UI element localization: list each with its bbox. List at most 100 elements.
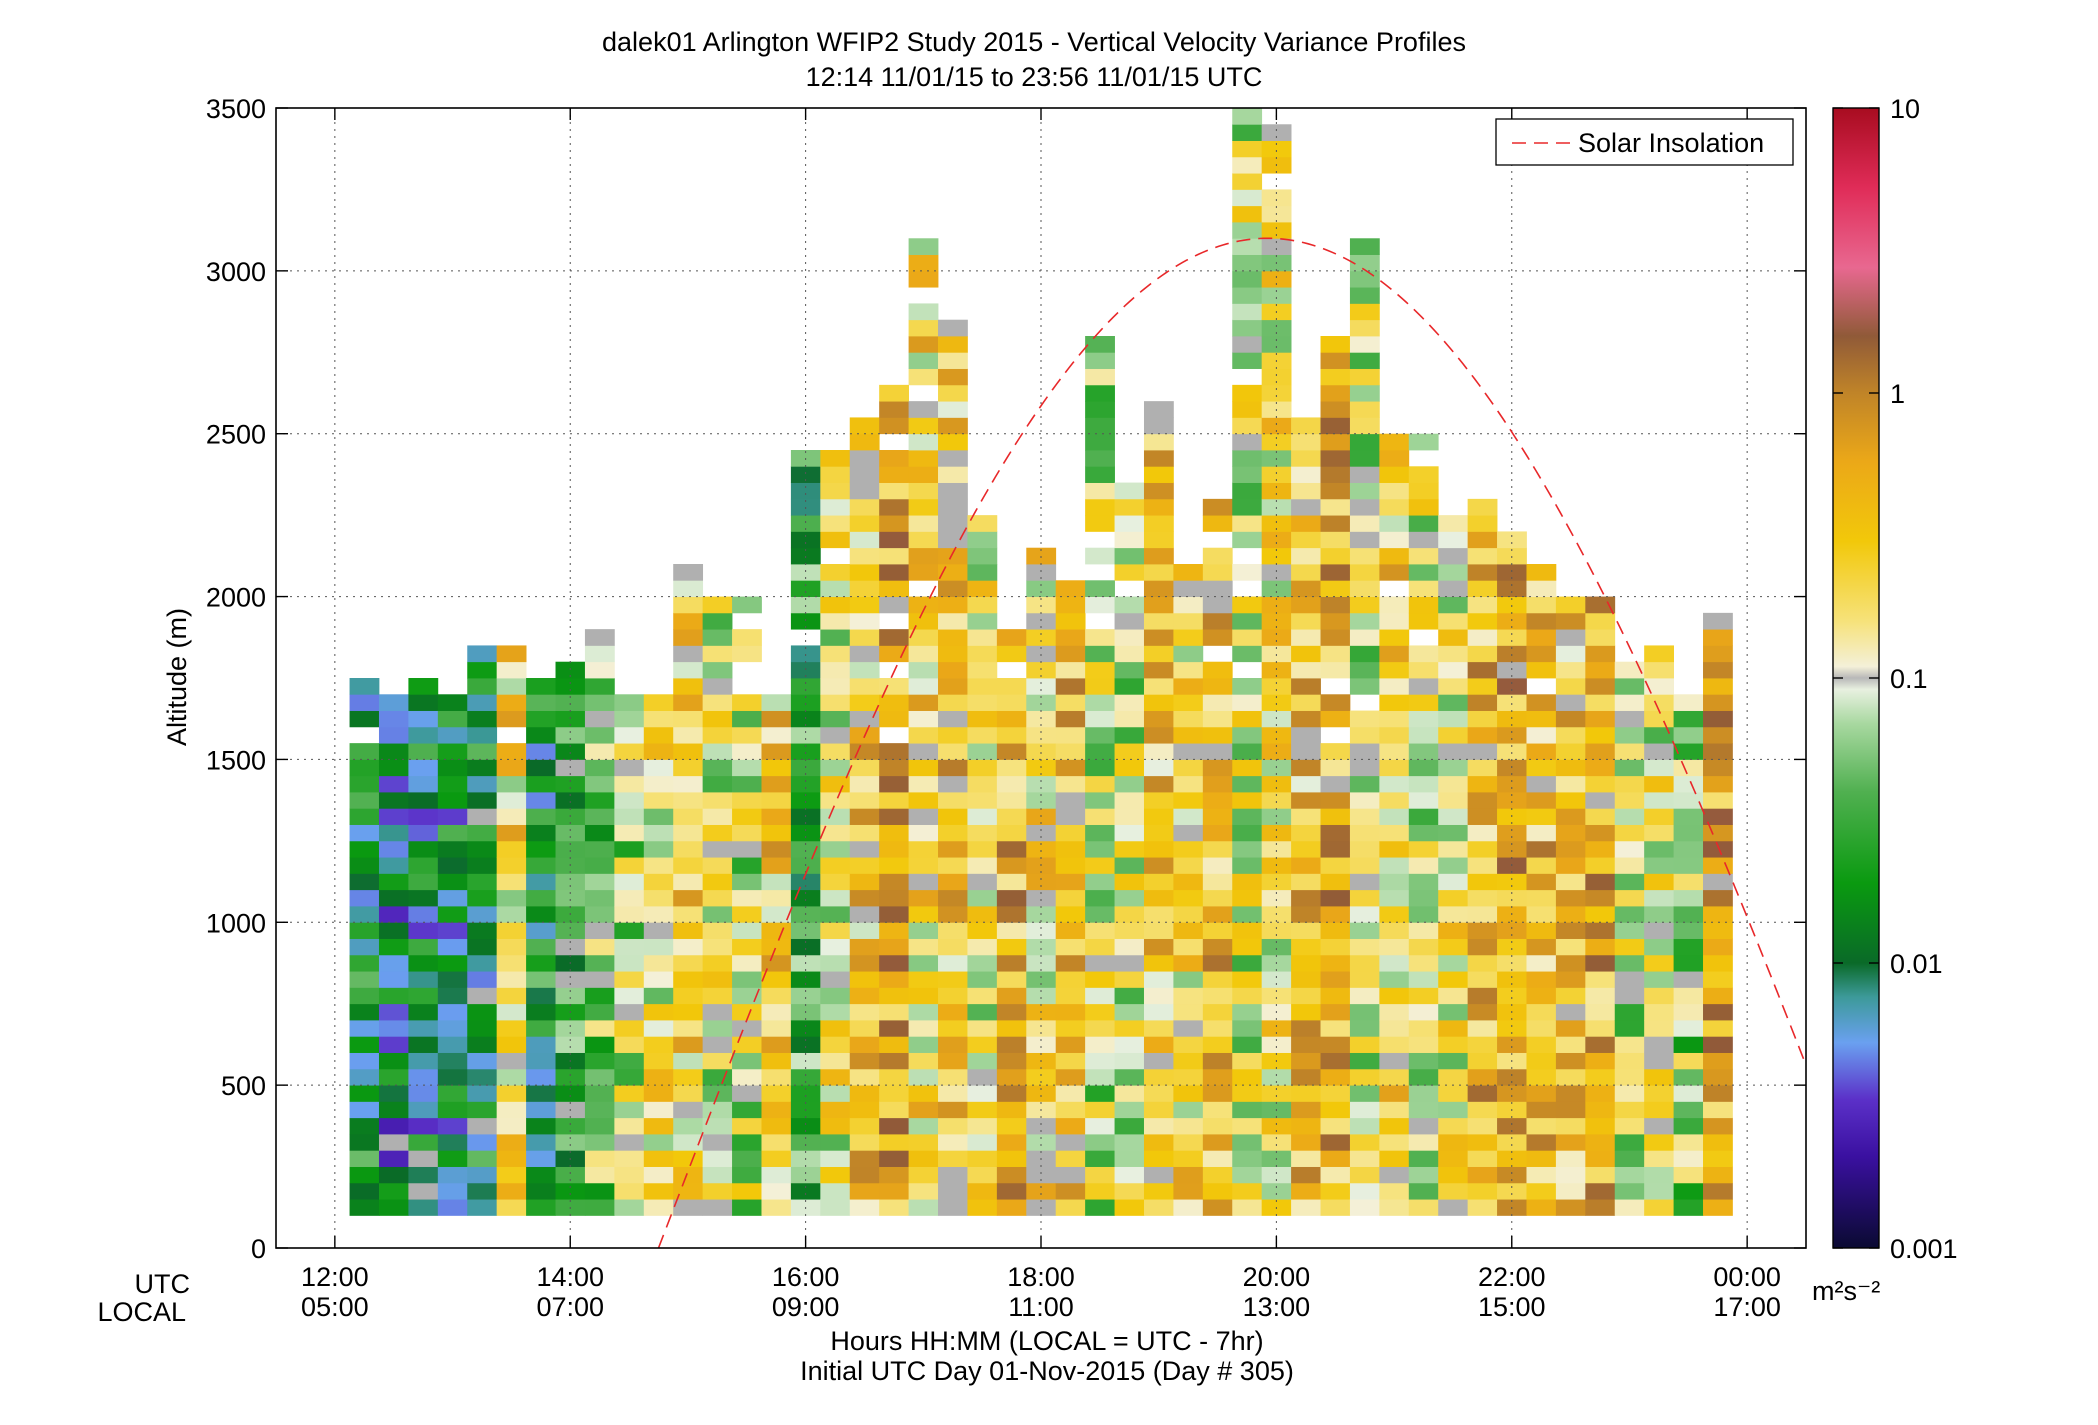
variance-cell [879, 466, 909, 483]
variance-cell [1143, 645, 1174, 663]
variance-cell [702, 1134, 733, 1151]
variance-cell [879, 1166, 909, 1184]
variance-cell [1114, 1150, 1145, 1167]
variance-cell [1055, 612, 1086, 630]
variance-cell [437, 906, 468, 923]
variance-cell [496, 694, 527, 711]
variance-cell [1114, 808, 1145, 825]
variance-cell [378, 889, 409, 907]
variance-cell [849, 661, 880, 679]
variance-cell [967, 661, 998, 679]
variance-cell [496, 710, 527, 728]
variance-cell [820, 661, 851, 679]
variance-cell [1614, 1036, 1645, 1053]
variance-cell [1497, 629, 1527, 646]
variance-cell [967, 645, 998, 663]
variance-cell [378, 710, 409, 728]
variance-cell [790, 873, 821, 891]
variance-cell [1232, 645, 1263, 663]
variance-cell [1467, 678, 1498, 695]
variance-cell [1173, 564, 1204, 581]
variance-cell [820, 1166, 851, 1184]
variance-cell [437, 808, 468, 825]
variance-cell [967, 840, 998, 858]
variance-cell [1438, 1068, 1469, 1086]
x-tick-label-local: 05:00 [301, 1292, 369, 1322]
variance-cell [1232, 808, 1263, 825]
variance-cell [1173, 743, 1204, 760]
variance-cell [761, 922, 792, 939]
variance-cell [1438, 564, 1469, 581]
variance-cell [1232, 498, 1263, 516]
variance-cell [1349, 726, 1380, 744]
variance-cell [378, 987, 409, 1005]
variance-cell [967, 743, 998, 760]
variance-cell [908, 889, 939, 907]
variance-cell [378, 1052, 409, 1070]
variance-cell [496, 906, 527, 923]
variance-cell [1467, 580, 1498, 597]
variance-cell [820, 840, 851, 858]
variance-cell [1291, 433, 1321, 451]
variance-cell [1202, 889, 1233, 907]
variance-cell [1438, 792, 1469, 809]
variance-cell [1349, 661, 1380, 679]
variance-cell [1585, 645, 1616, 663]
variance-cell [1114, 629, 1145, 646]
variance-cell [1438, 906, 1469, 923]
variance-cell [908, 531, 939, 549]
y-tick-label: 1000 [206, 908, 266, 938]
variance-cell [1497, 1036, 1527, 1053]
variance-cell [1232, 124, 1263, 141]
variance-cell [1055, 1134, 1086, 1151]
variance-cell [938, 368, 968, 386]
variance-cell [349, 1020, 380, 1037]
variance-cell [526, 824, 556, 842]
variance-cell [938, 840, 968, 858]
variance-cell [614, 1101, 645, 1119]
variance-cell [496, 873, 527, 891]
variance-cell [1644, 906, 1674, 923]
variance-cell [643, 1101, 674, 1119]
variance-cell [614, 1134, 645, 1151]
variance-cell [467, 1166, 498, 1184]
variance-cell [437, 938, 468, 956]
variance-cell [408, 906, 439, 923]
variance-cell [879, 678, 909, 695]
variance-cell [967, 612, 998, 630]
variance-cell [1291, 1020, 1321, 1037]
variance-cell [1291, 1085, 1321, 1102]
variance-cell [584, 792, 615, 809]
variance-cell [584, 987, 615, 1005]
variance-cell [1202, 515, 1233, 532]
variance-cell [820, 775, 851, 793]
variance-cell [1673, 1068, 1704, 1086]
variance-cell [1438, 1134, 1469, 1151]
variance-cell [408, 1052, 439, 1070]
variance-cell [849, 808, 880, 825]
variance-cell [1202, 1003, 1233, 1021]
variance-cell [1085, 482, 1115, 500]
variance-cell [1349, 319, 1380, 337]
variance-cell [938, 775, 968, 793]
x-axis-row-label-local: LOCAL [97, 1297, 186, 1327]
variance-cell [1291, 792, 1321, 809]
variance-cell [849, 450, 880, 467]
variance-cell [1143, 1101, 1174, 1119]
variance-cell [1379, 694, 1410, 711]
variance-cell [1379, 612, 1410, 630]
variance-cell [1497, 743, 1527, 760]
variance-cell [1232, 743, 1263, 760]
variance-cell [526, 1036, 556, 1053]
variance-cell [526, 938, 556, 956]
variance-cell [1408, 1085, 1439, 1102]
variance-cell [1026, 824, 1057, 842]
variance-cell [1026, 889, 1057, 907]
variance-cell [938, 694, 968, 711]
variance-cell [967, 547, 998, 565]
variance-cell [1261, 743, 1292, 760]
variance-cell [1555, 726, 1586, 744]
variance-cell [467, 857, 498, 874]
variance-cell [702, 743, 733, 760]
variance-cell [1055, 1036, 1086, 1053]
